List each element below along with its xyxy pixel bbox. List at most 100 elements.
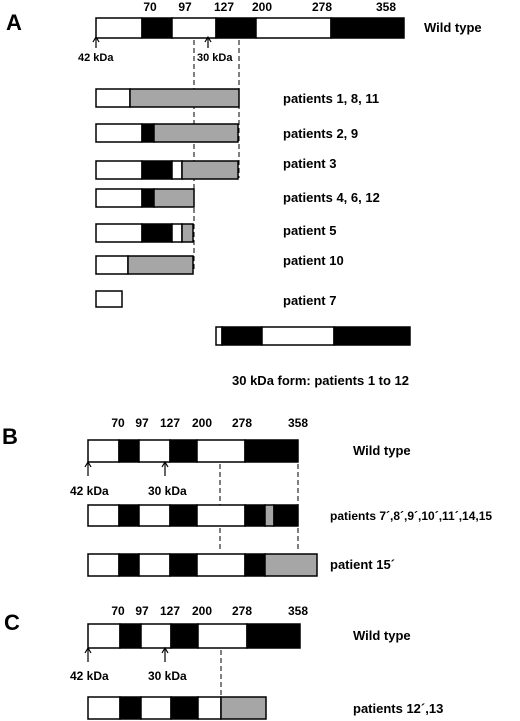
segment	[138, 439, 171, 463]
exon-segment	[118, 439, 140, 463]
wild-type-label: Wild type	[353, 443, 411, 458]
segment	[255, 17, 332, 39]
marker-30-label: 30 kDa	[148, 484, 187, 498]
marker-30-label: 30 kDa	[197, 52, 233, 64]
marker-42-arrow	[84, 460, 92, 476]
variant-label: patient 5	[283, 223, 336, 238]
wild-type-bar	[87, 623, 301, 649]
scale-label-70: 70	[143, 0, 157, 14]
panel-c: C 70 97 127 200 278 358 Wild type 42 kDa	[4, 604, 443, 720]
marker-42-label: 42 kDa	[78, 52, 114, 64]
scale-label-200: 200	[192, 604, 212, 618]
segment	[261, 326, 335, 346]
variant-label: patient 15´	[330, 557, 395, 572]
panel-b-letter: B	[2, 424, 18, 449]
scale-label-358: 358	[288, 604, 308, 618]
panel-c-letter: C	[4, 610, 20, 635]
segment	[140, 696, 172, 720]
segment	[215, 326, 223, 346]
scale-label-127: 127	[214, 0, 234, 14]
aberrant-segment	[127, 255, 194, 275]
variant-label: patients 4, 6, 12	[283, 190, 380, 205]
segment	[87, 439, 120, 463]
variant-label: patients 7´,8´,9´,10´,11´,14,15	[330, 509, 492, 523]
panel-a: A 70 97 127 200 278 358 Wild type 42 kDa	[6, 0, 482, 388]
segment	[196, 439, 246, 463]
exon-segment	[215, 17, 257, 39]
segment	[197, 623, 248, 649]
panel-a-letter: A	[6, 10, 22, 35]
segment	[87, 553, 120, 577]
exon-segment	[221, 326, 263, 346]
marker-30-arrow	[204, 35, 212, 48]
exon-segment	[169, 553, 198, 577]
marker-30-arrow	[161, 646, 169, 662]
variant-bar	[87, 696, 267, 720]
panel-b-scale-labels: 70 97 127 200 278 358	[111, 416, 308, 430]
scale-label-278: 278	[312, 0, 332, 14]
scale-label-127: 127	[160, 604, 180, 618]
marker-42-arrow	[92, 35, 100, 48]
variant-label: patients 2, 9	[283, 126, 358, 141]
variant-bar	[95, 123, 239, 143]
exon-segment	[119, 623, 142, 649]
wild-type-bar	[87, 439, 299, 463]
variant-bar	[95, 188, 195, 208]
variant-bar	[87, 553, 318, 577]
exon-segment	[141, 223, 173, 243]
marker-30-arrow	[161, 460, 169, 476]
wild-type-label: Wild type	[353, 628, 411, 643]
segment	[196, 553, 246, 577]
segment	[171, 17, 217, 39]
exon-segment	[141, 188, 155, 208]
segment	[196, 504, 246, 527]
exon-segment	[244, 553, 266, 577]
aberrant-segment	[181, 160, 239, 180]
aberrant-segment	[153, 188, 195, 208]
panel-c-scale-labels: 70 97 127 200 278 358	[111, 604, 308, 618]
exon-segment	[118, 553, 140, 577]
segment	[87, 623, 121, 649]
scale-label-97: 97	[178, 0, 192, 14]
panel-a-scale-labels: 70 97 127 200 278 358	[143, 0, 396, 14]
variant-bar	[95, 223, 194, 243]
variant-label: patients 1, 8, 11	[283, 91, 379, 106]
scale-label-200: 200	[252, 0, 272, 14]
marker-42-label: 42 kDa	[70, 484, 109, 498]
exon-segment	[244, 504, 266, 527]
variant-bar	[95, 88, 240, 108]
exon-segment	[141, 123, 155, 143]
marker-42-arrow	[84, 646, 92, 662]
segment	[171, 223, 183, 243]
wild-type-label: Wild type	[424, 20, 482, 35]
segment	[197, 696, 222, 720]
scale-label-278: 278	[232, 416, 252, 430]
aberrant-segment	[129, 88, 240, 108]
exon-segment	[170, 696, 199, 720]
marker-30-label: 30 kDa	[148, 669, 187, 683]
scale-label-358: 358	[288, 416, 308, 430]
aberrant-segment	[153, 123, 239, 143]
segment	[95, 123, 143, 143]
scale-label-278: 278	[232, 604, 252, 618]
segment	[95, 88, 131, 108]
variant-bar	[87, 504, 299, 527]
variant-label: patient 3	[283, 156, 336, 171]
scale-label-200: 200	[192, 416, 212, 430]
variant-label: patient 7	[283, 293, 336, 308]
segment	[95, 17, 143, 39]
exon-segment	[119, 696, 142, 720]
exon-segment	[118, 504, 140, 527]
scale-label-127: 127	[160, 416, 180, 430]
segment	[95, 290, 123, 308]
form-30kda-label: 30 kDa form: patients 1 to 12	[232, 373, 409, 388]
aberrant-segment	[264, 504, 275, 527]
segment	[87, 504, 120, 527]
variant-label: patient 10	[283, 253, 344, 268]
exon-segment	[244, 439, 299, 463]
exon-segment	[170, 623, 199, 649]
aberrant-segment	[181, 223, 194, 243]
scale-label-97: 97	[135, 604, 149, 618]
segment	[95, 223, 143, 243]
